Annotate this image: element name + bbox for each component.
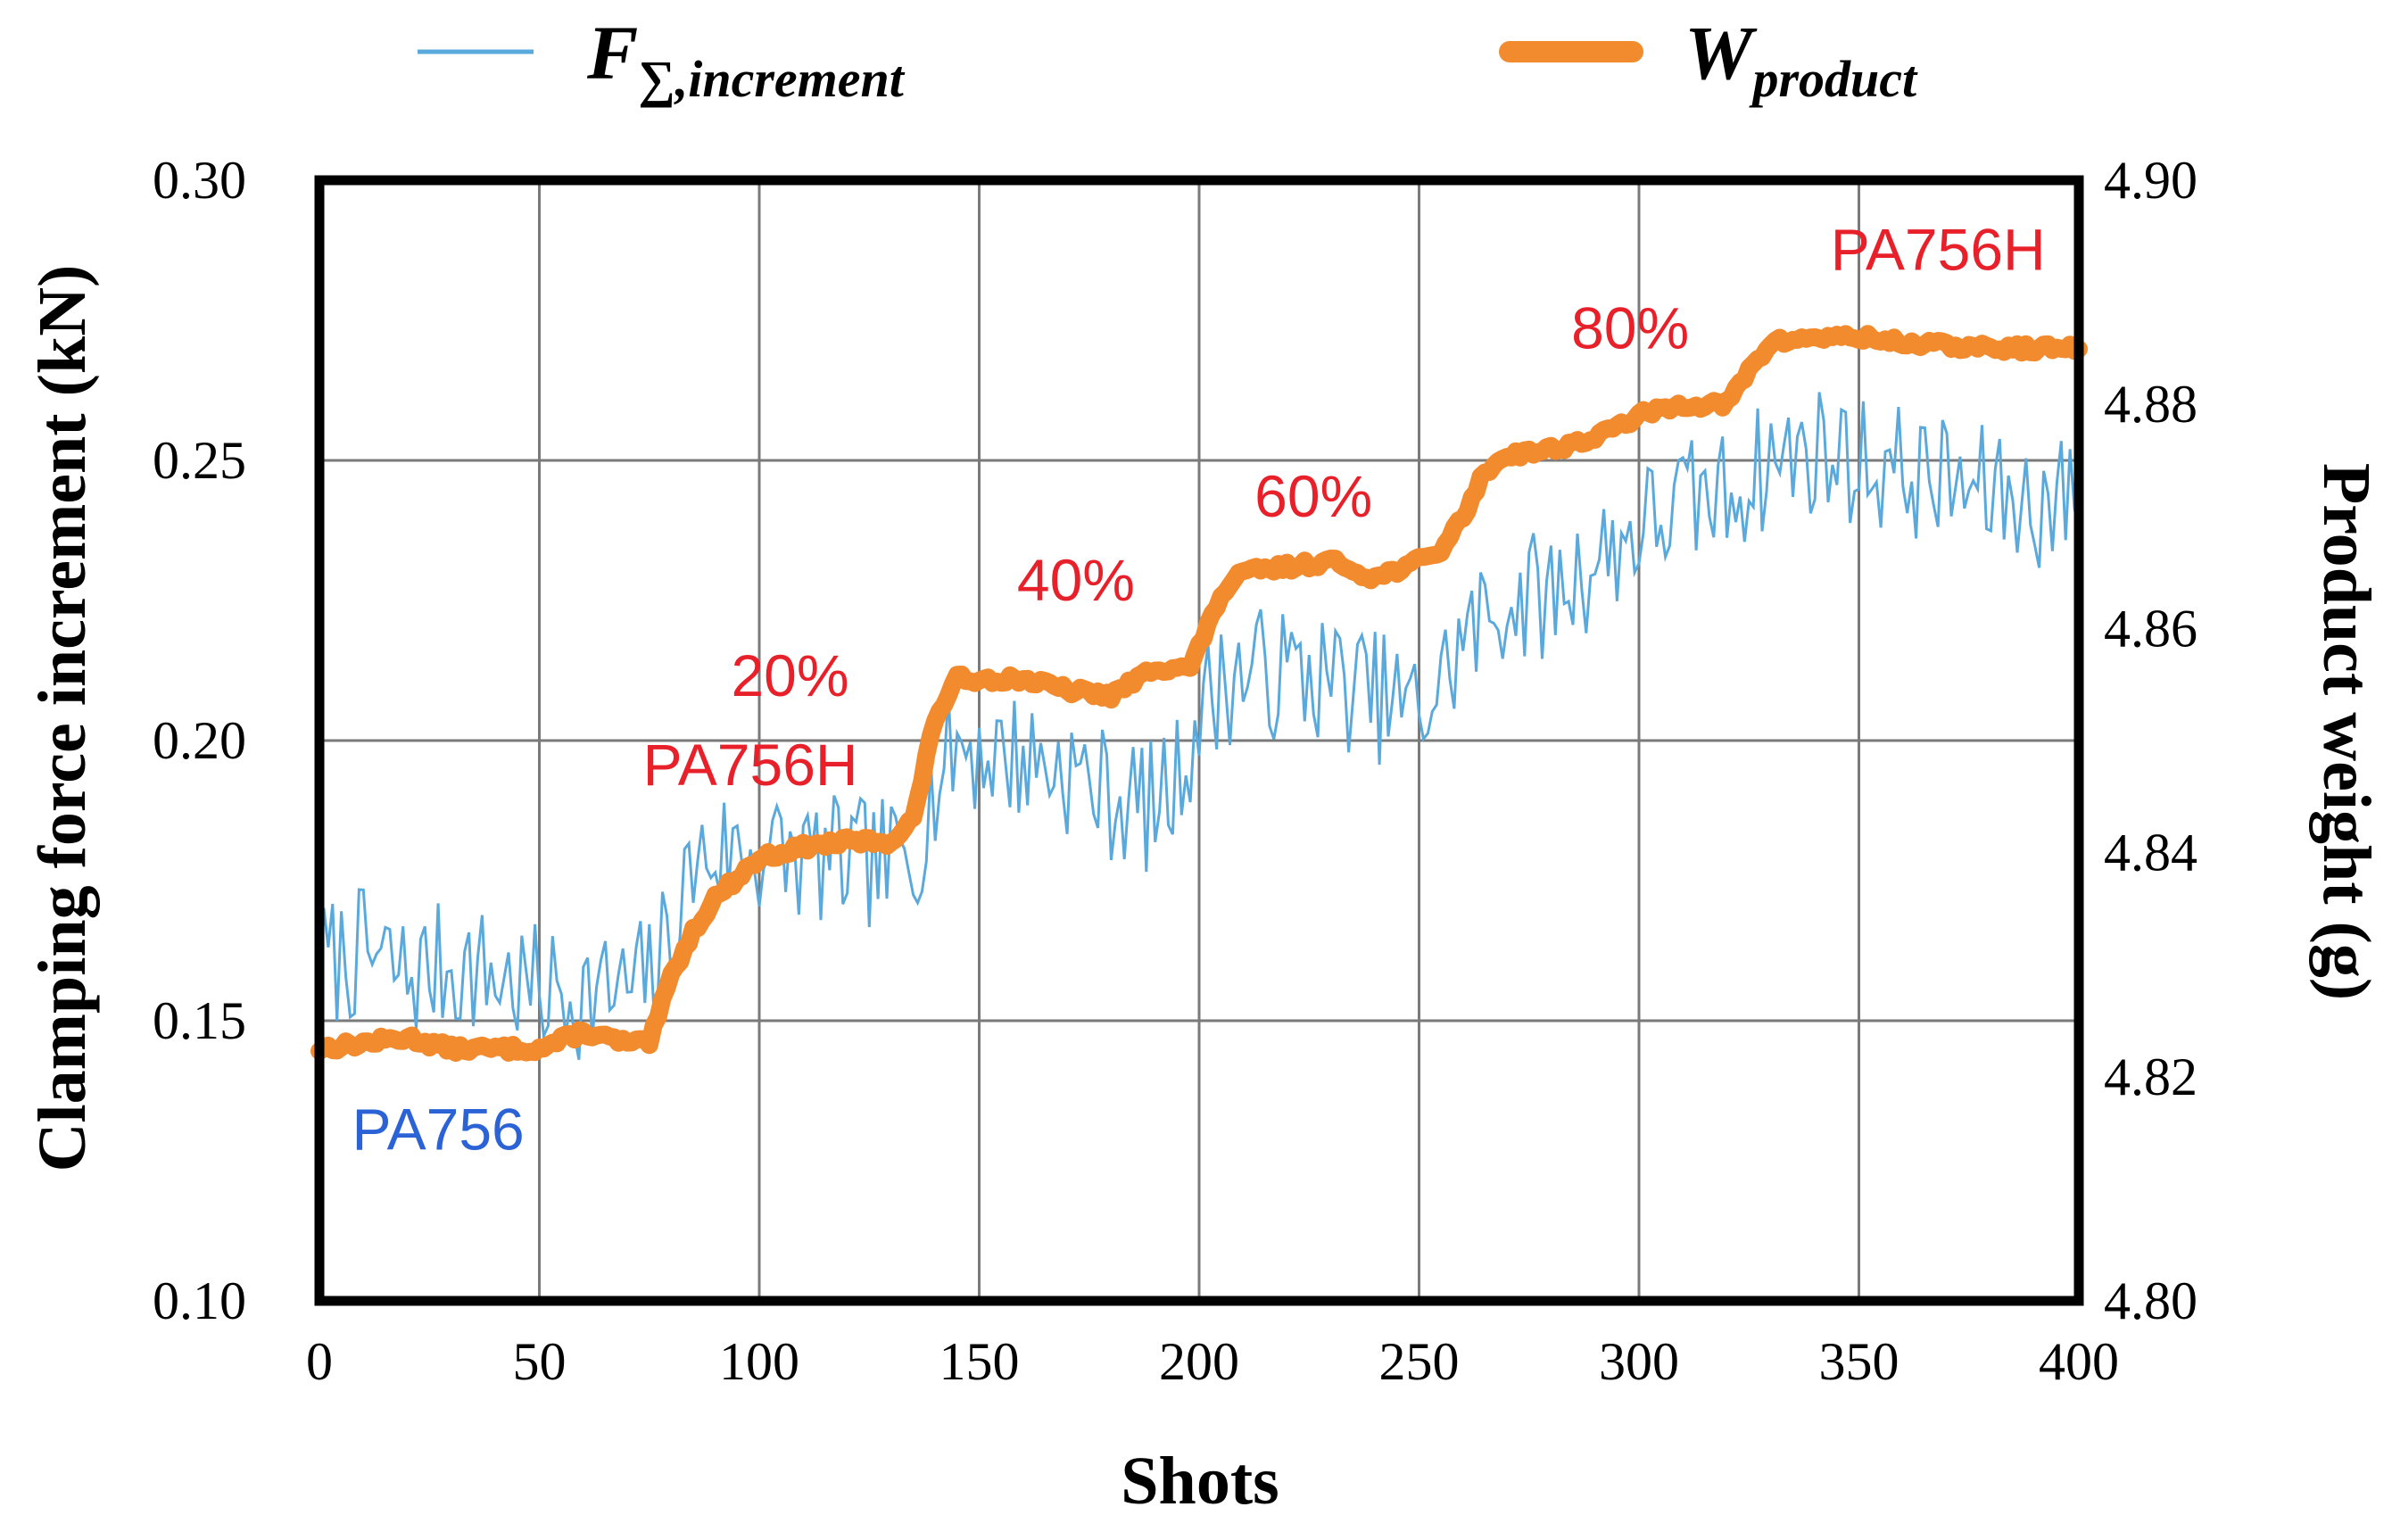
annotations: PA756 20% PA756H 40% 60% 80% PA756H [352,216,2045,1162]
annotation-label: PA756H [1831,216,2046,282]
annotation-label: 60% [1254,463,1372,529]
y-left-tick-label: 0.20 [153,711,246,770]
annotation-label: 40% [1017,547,1135,613]
y-right-tick-label: 4.80 [2104,1271,2197,1330]
annotation-label: PA756 [352,1096,524,1162]
left-y-axis-title: Clamping force increment (kN) [25,265,100,1172]
y-left-tick-label: 0.15 [153,991,246,1050]
y-right-tick-label: 4.84 [2104,824,2197,882]
x-tick-label: 350 [1819,1332,1900,1391]
x-tick-label: 250 [1379,1332,1460,1391]
right-y-axis-title: Product weight (g) [2309,463,2384,1000]
series-layer [310,325,2088,1062]
legend-label-weight: Wproduct [1684,10,1918,108]
series-line-weight [310,325,2088,1062]
legend: F∑,increment Wproduct [418,10,1918,108]
y-left-tick-label: 0.25 [153,431,246,490]
y-right-tick-label: 4.88 [2104,375,2197,434]
x-tick-label: 400 [2039,1332,2119,1391]
y-left-tick-label: 0.30 [153,151,246,210]
tick-labels: 0 50 100 150 200 250 300 350 400 0.10 0.15 0.20 0.25… [153,151,2197,1391]
annotation-label: PA756H [643,732,858,798]
legend-label-force: F∑,increment [586,10,906,108]
y-right-tick-label: 4.86 [2104,599,2197,658]
x-axis-title: Shots [1121,1444,1279,1519]
annotation-label: 20% [731,642,848,708]
x-tick-label: 100 [719,1332,799,1391]
x-tick-label: 0 [306,1332,333,1391]
x-tick-label: 50 [513,1332,567,1391]
y-left-tick-label: 0.10 [153,1271,246,1330]
x-tick-label: 150 [939,1332,1020,1391]
y-right-tick-label: 4.82 [2104,1047,2197,1106]
annotation-label: 80% [1571,294,1689,360]
x-tick-label: 200 [1159,1332,1239,1391]
series-line-force [318,392,2081,1060]
x-tick-label: 300 [1599,1332,1679,1391]
y-right-tick-label: 4.90 [2104,151,2197,210]
plot-frame [314,175,2084,1306]
